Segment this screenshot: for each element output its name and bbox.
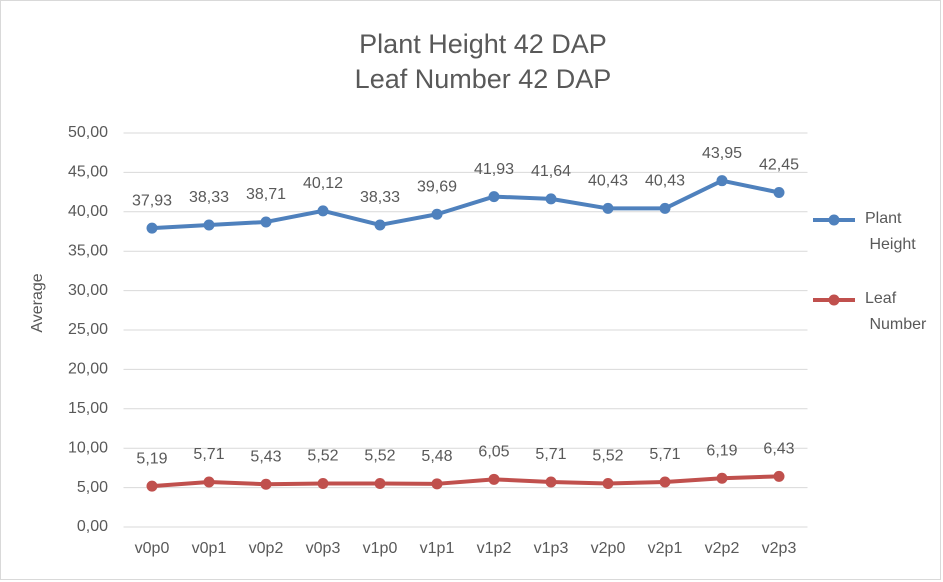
- data-point: [773, 470, 785, 482]
- data-point: [146, 222, 158, 234]
- data-point: [317, 205, 329, 217]
- y-tick-label: 20,00: [68, 361, 108, 378]
- legend-marker: [828, 294, 840, 306]
- x-tick-label: v1p1: [420, 540, 455, 557]
- data-label: 5,43: [250, 448, 281, 465]
- chart-title: Leaf Number 42 DAP: [355, 64, 612, 94]
- x-tick-label: v0p0: [135, 540, 170, 557]
- data-label: 38,33: [189, 189, 229, 206]
- x-tick-label: v0p2: [249, 540, 284, 557]
- y-tick-label: 40,00: [68, 203, 108, 220]
- y-tick-label: 50,00: [68, 124, 108, 141]
- data-point: [545, 193, 557, 205]
- x-tick-label: v2p0: [591, 540, 626, 557]
- data-point: [431, 208, 443, 220]
- data-point: [602, 202, 614, 214]
- data-point: [203, 219, 215, 231]
- y-tick-label: 35,00: [68, 242, 108, 259]
- data-label: 6,19: [706, 442, 737, 459]
- legend-label: Plant Height: [865, 210, 916, 253]
- series-line: [151, 178, 780, 231]
- data-label: 41,64: [531, 163, 571, 180]
- chart-title: Plant Height 42 DAP: [359, 29, 607, 59]
- data-label: 38,71: [246, 186, 286, 203]
- data-point: [716, 472, 728, 484]
- data-point: [260, 478, 272, 490]
- y-tick-label: 30,00: [68, 282, 108, 299]
- data-label: 5,71: [535, 446, 566, 463]
- data-point: [773, 186, 785, 198]
- data-point: [488, 191, 500, 203]
- data-label: 40,12: [303, 175, 343, 192]
- data-label: 5,71: [193, 446, 224, 463]
- data-point: [488, 473, 500, 485]
- data-label: 5,48: [421, 448, 452, 465]
- x-tick-label: v2p2: [705, 540, 740, 557]
- data-label: 41,93: [474, 161, 514, 178]
- series-line: [151, 474, 780, 489]
- data-label: 42,45: [759, 157, 799, 174]
- data-point: [146, 480, 158, 492]
- data-label: 40,43: [588, 173, 628, 190]
- x-tick-label: v1p0: [363, 540, 398, 557]
- y-tick-label: 45,00: [68, 164, 108, 181]
- data-point: [659, 202, 671, 214]
- data-label: 6,05: [478, 444, 509, 461]
- data-point: [203, 476, 215, 488]
- data-label: 37,93: [132, 192, 172, 209]
- x-tick-label: v1p2: [477, 540, 512, 557]
- data-point: [659, 476, 671, 488]
- data-label: 38,33: [360, 189, 400, 206]
- data-point: [602, 478, 614, 490]
- y-tick-label: 5,00: [77, 479, 108, 496]
- data-point: [374, 219, 386, 231]
- y-axis-label: Average: [29, 273, 46, 332]
- legend-marker: [828, 214, 840, 226]
- data-label: 5,19: [136, 450, 167, 467]
- x-tick-label: v0p3: [306, 540, 341, 557]
- data-point: [260, 216, 272, 228]
- data-label: 43,95: [702, 145, 742, 162]
- data-point: [317, 478, 329, 490]
- data-label: 6,43: [763, 441, 794, 458]
- data-point: [716, 175, 728, 187]
- data-label: 5,52: [592, 448, 623, 465]
- x-tick-label: v1p3: [534, 540, 569, 557]
- y-tick-label: 0,00: [77, 518, 108, 535]
- data-label: 5,52: [364, 448, 395, 465]
- y-tick-label: 10,00: [68, 439, 108, 456]
- x-tick-label: v2p3: [762, 540, 797, 557]
- y-tick-label: 25,00: [68, 321, 108, 338]
- data-label: 39,69: [417, 178, 457, 195]
- data-label: 5,71: [649, 446, 680, 463]
- data-point: [374, 478, 386, 490]
- x-tick-label: v0p1: [192, 540, 227, 557]
- data-point: [431, 478, 443, 490]
- legend-label: Leaf Number: [865, 290, 927, 333]
- data-label: 5,52: [307, 448, 338, 465]
- y-tick-label: 15,00: [68, 400, 108, 417]
- x-tick-label: v2p1: [648, 540, 683, 557]
- data-point: [545, 476, 557, 488]
- data-label: 40,43: [645, 173, 685, 190]
